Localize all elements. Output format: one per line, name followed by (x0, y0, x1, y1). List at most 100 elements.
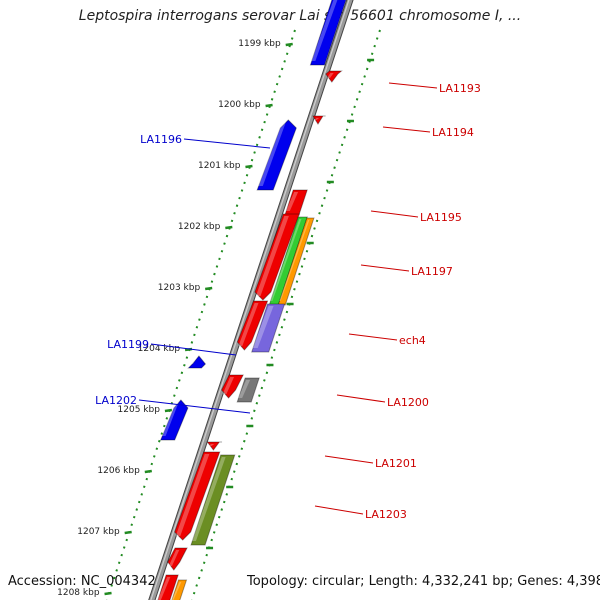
gene-la1202-body (159, 399, 189, 441)
gene-la1202-shine (161, 402, 179, 436)
label-la1196-leader (183, 138, 271, 149)
scale-tick (225, 225, 233, 230)
scale-tick-label: 1204 kbp (138, 344, 181, 354)
gene-la1201-long-body (174, 451, 221, 541)
label-la1195: LA1195 (420, 211, 462, 224)
scale-tick-label: 1207 kbp (77, 527, 120, 537)
gene-la1194-shine (313, 118, 320, 120)
scale-tick (265, 103, 273, 108)
gene-la1193-body (325, 70, 343, 83)
gene-ech4-red-body (236, 300, 269, 351)
gene-top-reverse-shine (311, 0, 338, 61)
gene-la1196-shine (258, 122, 286, 186)
topology-label: Topology: circular; Length: 4,332,241 bp… (247, 574, 600, 589)
scale-tick-label: 1208 kbp (57, 588, 100, 598)
gene-bottom-orange-body (171, 579, 188, 600)
label-la1197: LA1197 (411, 265, 453, 278)
scale-tick (205, 286, 213, 291)
scale-tick-label: 1201 kbp (198, 161, 241, 171)
gene-la1200-body (220, 374, 244, 399)
gene-la1201 (206, 441, 223, 451)
gene-la1200-shine (222, 377, 235, 394)
map-title: Leptospira interrogans serovar Lai str. … (78, 8, 522, 24)
scale-tick (285, 42, 293, 47)
gene-la1193-shine (326, 73, 334, 78)
label-la1194: LA1194 (432, 126, 474, 139)
scale-tick (104, 591, 112, 596)
label-la1203: LA1203 (365, 508, 407, 521)
gene-top-reverse (309, 0, 347, 66)
gene-la1200-gray-body (236, 377, 260, 403)
scale-tick (245, 164, 253, 169)
gene-la1197-orange (277, 217, 315, 306)
scale-tick-label: 1203 kbp (158, 283, 201, 293)
label-la1200: LA1200 (387, 396, 429, 409)
label-la1193: LA1193 (439, 82, 481, 95)
label-la1201: LA1201 (375, 457, 417, 470)
gene-la1200-gray-shine (238, 380, 251, 398)
gene-la1201-long-shine (175, 454, 210, 536)
gene-la1197-green-shine (270, 219, 302, 301)
gene-bottom-orange (171, 579, 188, 600)
gene-la1201-shine (208, 444, 215, 446)
gene-la1203 (190, 454, 236, 546)
gene-ech4 (251, 303, 286, 353)
gene-ech4-body (251, 303, 286, 353)
scale-tick-label: 1202 kbp (178, 222, 221, 232)
gene-ech4-shine (252, 306, 274, 348)
scale-tick (124, 530, 132, 535)
label-la1197-leader (360, 264, 410, 272)
gene-la1195-body (284, 189, 308, 216)
label-la1202-leader (138, 399, 251, 414)
label-la1199: LA1199 (107, 338, 149, 351)
backbone (149, 0, 353, 600)
gene-la1201-body (206, 441, 223, 451)
gene-la1200 (220, 374, 244, 399)
gene-bottom-red-body (167, 547, 188, 571)
gene-la1197-red (254, 213, 300, 301)
gene-top-reverse-body (309, 0, 347, 66)
label-la1196: LA1196 (140, 133, 182, 146)
label-la1200-leader (336, 394, 386, 403)
gene-la1195 (284, 189, 308, 216)
gene-ech4-red-shine (238, 303, 259, 346)
label-la1194-leader (382, 126, 431, 133)
label-la1193-leader (388, 82, 438, 89)
gene-la1197-orange-shine (279, 220, 310, 301)
backbone-highlight (150, 0, 350, 600)
gene-bottom-red-2-body (157, 574, 179, 600)
gene-la1202 (159, 399, 189, 441)
gene-ech4-red (236, 300, 269, 351)
gene-la1193 (325, 70, 343, 83)
label-la1201-leader (324, 455, 374, 464)
gene-la1194 (312, 115, 326, 125)
gene-la1203-body (190, 454, 236, 546)
label-ech4: ech4 (399, 334, 426, 347)
gene-la1201-long (174, 451, 221, 541)
gene-la1197-red-shine (255, 216, 289, 296)
scale-tick-label: 1205 kbp (118, 405, 161, 415)
scale-tick-label: 1200 kbp (218, 100, 261, 110)
gene-la1199-body (187, 355, 207, 369)
gene-la1194-body (312, 115, 326, 125)
gene-la1203-shine (192, 457, 226, 541)
gene-la1197-orange-body (277, 217, 315, 306)
label-la1202: LA1202 (95, 394, 137, 407)
label-la1203-leader (314, 505, 364, 515)
gene-la1196 (256, 119, 297, 191)
gene-bottom-red-2 (157, 574, 179, 600)
scale-tick-label: 1199 kbp (238, 39, 281, 49)
gene-bottom-red-2-shine (157, 577, 171, 600)
gene-bottom-red-shine (168, 550, 180, 566)
accession-label: Accession: NC_004342 (8, 574, 156, 589)
label-ech4-leader (348, 333, 398, 341)
gene-la1199-shine (189, 358, 197, 364)
scale-tick-label: 1206 kbp (97, 466, 140, 476)
gene-la1200-gray (236, 377, 260, 403)
gene-bottom-red (167, 547, 188, 571)
label-la1199-leader (150, 343, 237, 356)
gene-bottom-orange-shine (171, 582, 182, 600)
right-ruler-line (190, 29, 381, 600)
scale-tick (164, 408, 173, 413)
